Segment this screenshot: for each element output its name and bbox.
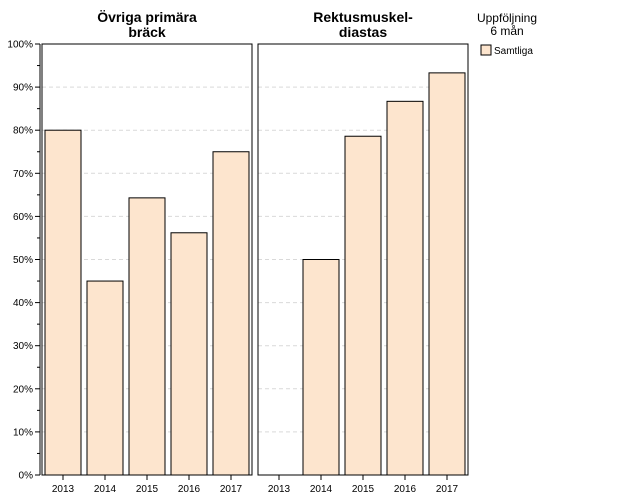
bar-2017 <box>428 72 466 476</box>
x-tick-label-2016: 2016 <box>394 484 417 495</box>
x-tick-label-2013: 2013 <box>268 484 291 495</box>
y-tick-label: 60% <box>13 212 33 223</box>
y-tick-label: 40% <box>13 298 33 309</box>
x-tick-label-2016: 2016 <box>178 484 201 495</box>
bar-2013 <box>44 129 82 476</box>
legend-title-line-2: 6 mån <box>490 24 523 38</box>
y-tick-label: 50% <box>13 255 33 266</box>
y-tick-label: 100% <box>7 40 33 51</box>
y-tick-label: 10% <box>13 427 33 438</box>
bar-2015 <box>128 197 166 476</box>
panel-1-title-line-1: Övriga primära <box>97 9 197 25</box>
panel-2-bars <box>302 72 466 476</box>
y-tick-label: 90% <box>13 83 33 94</box>
x-tick-label-2017: 2017 <box>220 484 243 495</box>
panel-ovriga-primara-brack: Övriga primära bräck 2013 2014 2015 2016 201… <box>41 9 253 495</box>
y-tick-label: 0% <box>19 471 34 482</box>
x-tick-label-2013: 2013 <box>52 484 75 495</box>
bar-2017 <box>212 151 250 476</box>
bar-2015 <box>344 135 382 476</box>
x-tick-label-2015: 2015 <box>352 484 375 495</box>
x-tick-label-2017: 2017 <box>436 484 459 495</box>
panel-2-title-line-2: diastas <box>339 24 387 40</box>
legend-label-samtliga: Samtliga <box>494 46 533 57</box>
panel-rektusmuskel-diastas: Rektusmuskel- diastas 2013 2014 2015 2016 20… <box>257 9 469 495</box>
panel-1-title-line-2: bräck <box>128 24 166 40</box>
y-axis: 0% 10% 20% 30% 40% 50% 60% 70% 80% 90% 100% <box>7 40 41 482</box>
bar-2016 <box>170 232 208 476</box>
y-tick-label: 20% <box>13 384 33 395</box>
panel-1-x-axis: 2013 2014 2015 2016 2017 <box>52 475 243 495</box>
legend-title-line-1: Uppföljning <box>477 11 537 25</box>
legend-swatch-samtliga <box>480 44 492 56</box>
bar-2016 <box>386 100 424 476</box>
bar-2014 <box>302 259 340 476</box>
bar-2014 <box>86 280 124 476</box>
y-tick-label: 70% <box>13 169 33 180</box>
panel-1-bars <box>44 129 250 476</box>
y-tick-label: 80% <box>13 126 33 137</box>
panel-2-x-axis: 2013 2014 2015 2016 2017 <box>268 475 459 495</box>
x-tick-label-2015: 2015 <box>136 484 159 495</box>
legend: Uppföljning 6 mån Samtliga <box>477 11 537 57</box>
y-tick-label: 30% <box>13 341 33 352</box>
x-tick-label-2014: 2014 <box>310 484 333 495</box>
panel-2-title-line-1: Rektusmuskel- <box>313 9 413 25</box>
x-tick-label-2014: 2014 <box>94 484 117 495</box>
